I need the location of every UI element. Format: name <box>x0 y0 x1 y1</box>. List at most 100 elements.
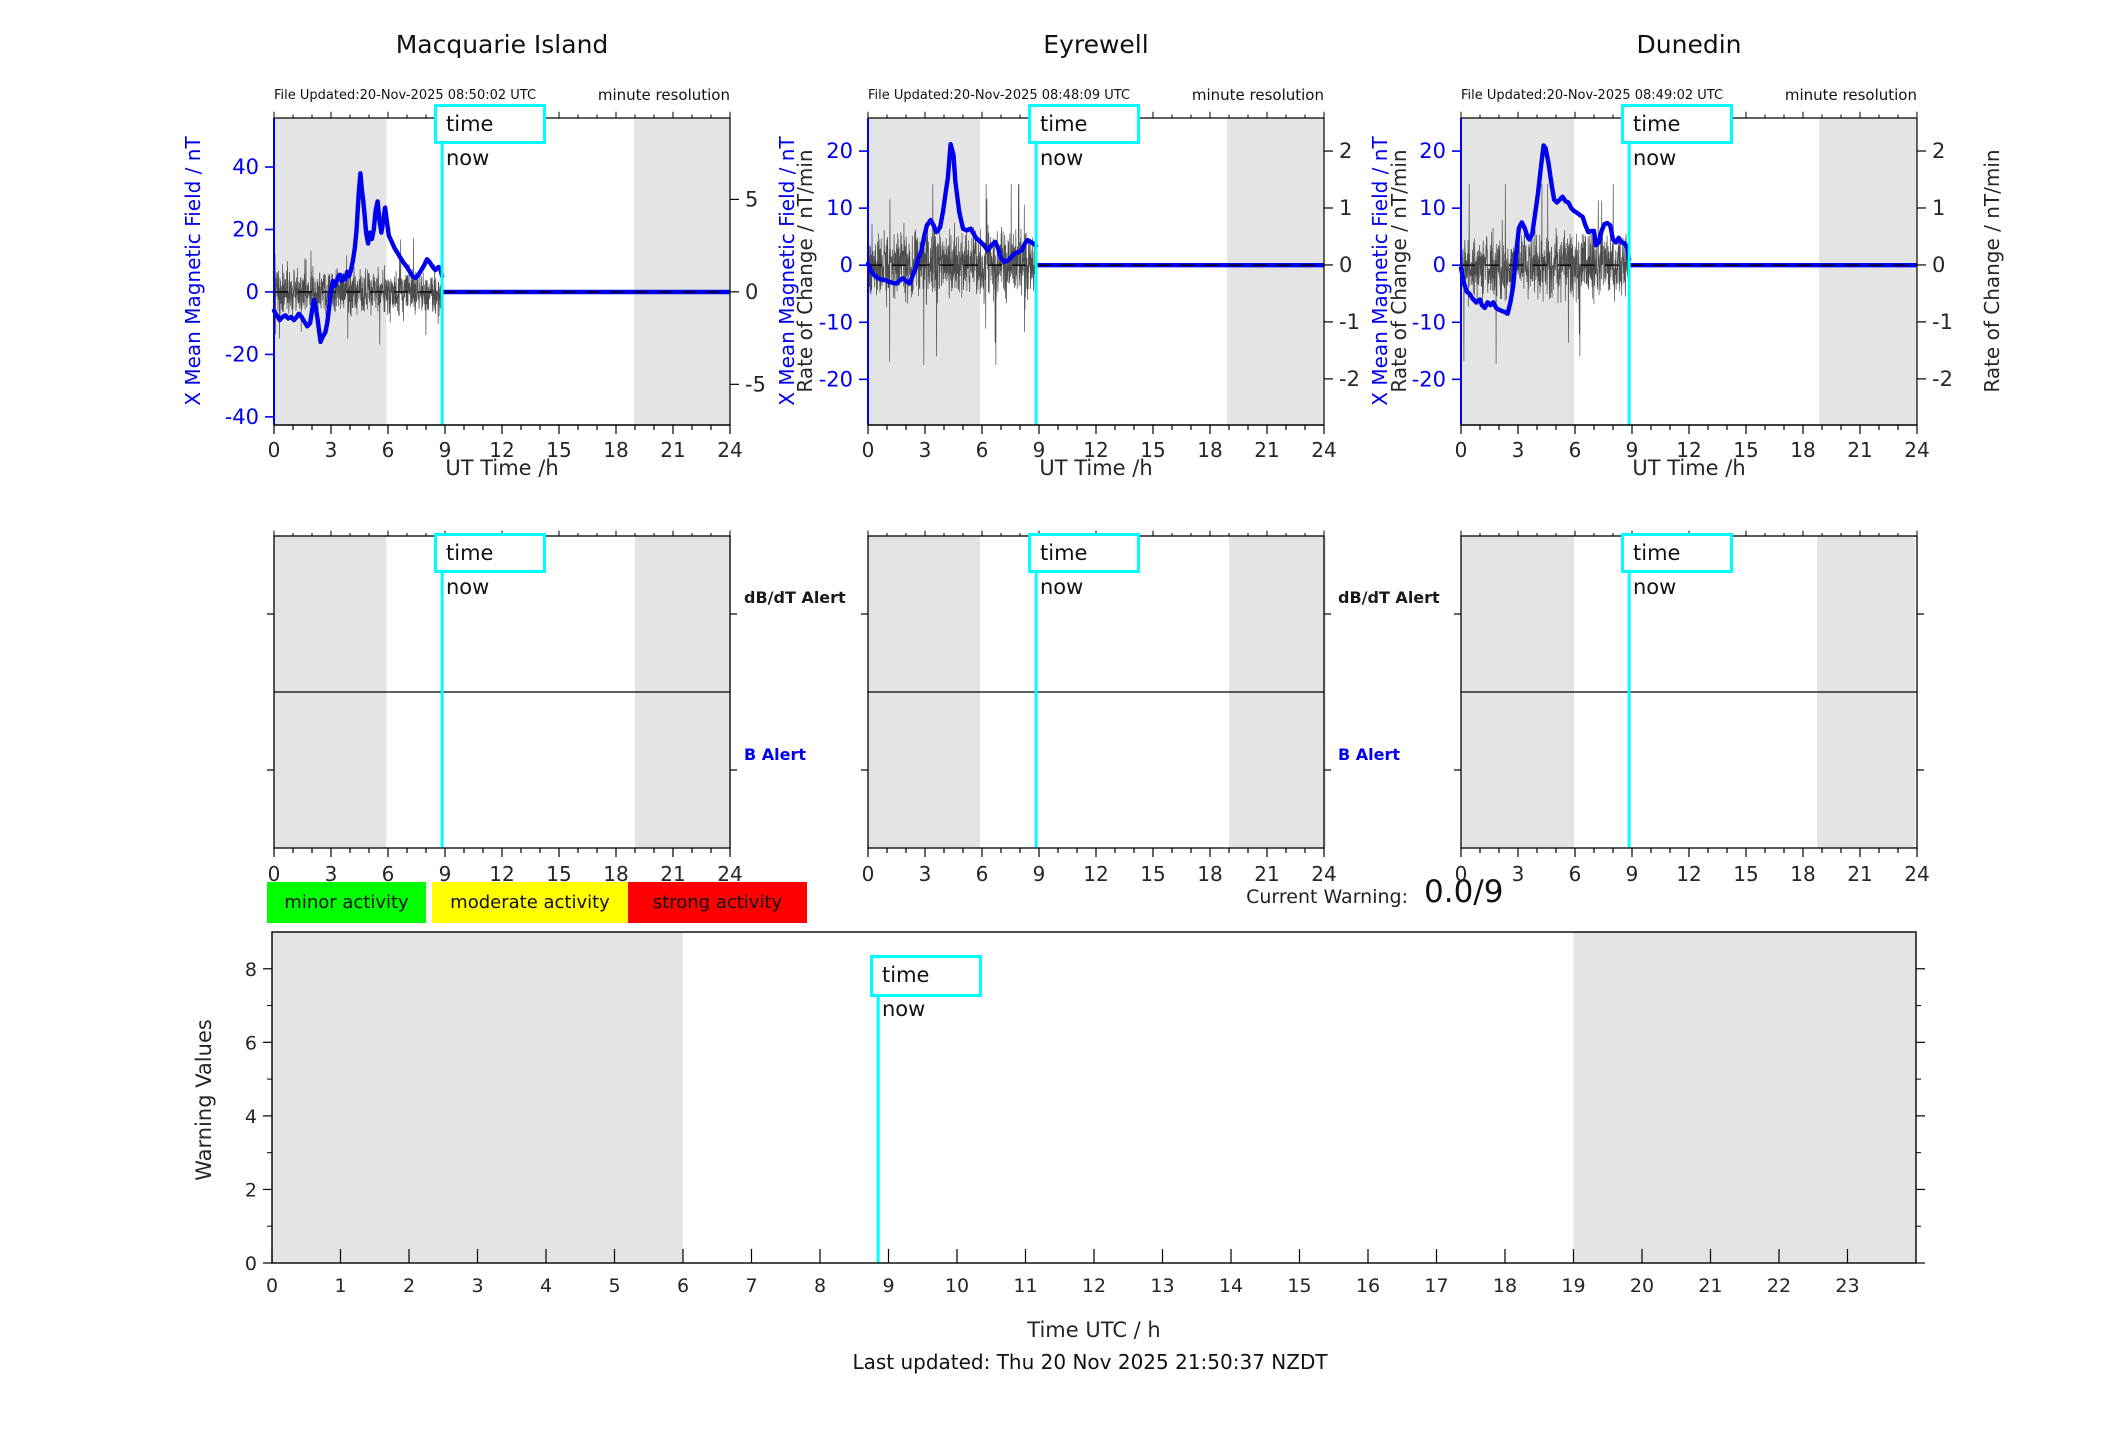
rate-of-change-noise-line <box>1460 184 1630 364</box>
x-tick-label: 6 <box>382 438 395 462</box>
x-tick-label: 11 <box>1013 1275 1037 1297</box>
y-tick-label-left: 0 <box>246 280 259 304</box>
y-tick-label: 6 <box>245 1032 257 1054</box>
field-measured-line <box>865 141 1039 286</box>
y-tick-label-right: 0 <box>1339 253 1352 277</box>
x-tick-label: 15 <box>1140 438 1165 462</box>
x-tick-label: 22 <box>1767 1275 1791 1297</box>
x-tick-label: 3 <box>1512 862 1525 886</box>
y-tick-label-right: -1 <box>1932 310 1953 334</box>
y-tick-label-left: 10 <box>826 196 853 220</box>
x-tick-label: 9 <box>1626 862 1639 886</box>
y-tick-label-left: -20 <box>1412 367 1446 391</box>
x-tick-label: 14 <box>1219 1275 1243 1297</box>
x-tick-label: 21 <box>1847 862 1872 886</box>
y-tick-label-left: -20 <box>819 367 853 391</box>
night-shading <box>1227 118 1324 425</box>
x-tick-label: 0 <box>862 862 875 886</box>
x-tick-label: 12 <box>1083 862 1108 886</box>
y-tick-label-left: -20 <box>225 342 259 366</box>
x-tick-label: 6 <box>382 862 395 886</box>
file-updated-macquarie: File Updated:20-Nov-2025 08:50:02 UTC <box>274 88 537 103</box>
x-tick-label: 21 <box>660 862 685 886</box>
y-tick-label-right: 2 <box>1339 139 1352 163</box>
x-tick-label: 24 <box>717 438 742 462</box>
time-now-box-alert-eyrewell: time now <box>1028 533 1140 599</box>
y-tick-label-left: 40 <box>232 155 259 179</box>
x-tick-label: 12 <box>1676 862 1701 886</box>
x-tick-label: 0 <box>862 438 875 462</box>
current-warning-label: Current Warning: <box>1246 886 1408 908</box>
x-tick-label: 9 <box>1033 862 1046 886</box>
b-alert-label-2: B Alert <box>1338 745 1401 764</box>
night-shading <box>272 932 683 1263</box>
y-tick-label: 0 <box>245 1253 257 1275</box>
x-tick-label: 21 <box>1254 438 1279 462</box>
y-tick-label-left: 20 <box>232 217 259 241</box>
time-now-box-alert-macquarie: time now <box>434 533 546 599</box>
x-tick-label: 3 <box>919 862 932 886</box>
y-tick-label-left: -10 <box>819 310 853 334</box>
y-tick-label-right: -2 <box>1932 367 1953 391</box>
y-tick-label-right: 0 <box>1932 253 1945 277</box>
x-tick-label: 6 <box>976 438 989 462</box>
field-measured-line <box>1458 143 1632 316</box>
x-tick-label: 13 <box>1150 1275 1174 1297</box>
y-tick-label-right: 0 <box>745 280 758 304</box>
x-tick-label: 6 <box>976 862 989 886</box>
night-shading <box>634 118 730 425</box>
x-tick-label: 15 <box>546 438 571 462</box>
x-tick-label: 24 <box>717 862 742 886</box>
x-tick-label: 3 <box>919 438 932 462</box>
field-measured-line <box>271 171 445 345</box>
x-tick-label: 0 <box>268 862 281 886</box>
x-tick-label: 9 <box>1033 438 1046 462</box>
x-tick-label: 5 <box>608 1275 620 1297</box>
legend-strong-activity: strong activity <box>628 882 807 923</box>
file-updated-eyrewell: File Updated:20-Nov-2025 08:48:09 UTC <box>868 88 1131 103</box>
x-tick-label: 15 <box>1733 438 1758 462</box>
x-tick-label: 12 <box>1676 438 1701 462</box>
night-shading <box>1819 118 1917 425</box>
x-tick-label: 12 <box>1082 1275 1106 1297</box>
x-tick-label: 15 <box>546 862 571 886</box>
time-now-box-alert-dunedin: time now <box>1621 533 1733 599</box>
night-shading <box>1461 118 1575 425</box>
time-now-box-plot-eyrewell: time now <box>1028 104 1140 170</box>
x-tick-label: 24 <box>1311 862 1336 886</box>
time-now-box-plot-dunedin: time now <box>1621 104 1733 170</box>
x-tick-label: 18 <box>1790 862 1815 886</box>
x-tick-label: 23 <box>1835 1275 1859 1297</box>
x-tick-label: 9 <box>882 1275 894 1297</box>
y-tick-label-left: 0 <box>840 253 853 277</box>
x-tick-label: 8 <box>814 1275 826 1297</box>
legend-moderate-activity: moderate activity <box>432 882 628 923</box>
alert-panel-svg-0: 0 3 6 9 12 15 18 21 24 <box>267 530 743 886</box>
x-tick-label: 2 <box>403 1275 415 1297</box>
xaxis-title-macquarie: UT Time /h <box>445 456 559 480</box>
resolution-note-dunedin: minute resolution <box>1784 86 1917 104</box>
x-tick-label: 12 <box>1083 438 1108 462</box>
y-tick-label-left: -40 <box>225 405 259 429</box>
x-tick-label: 3 <box>1512 438 1525 462</box>
x-tick-label: 12 <box>489 862 514 886</box>
x-tick-label: 10 <box>945 1275 969 1297</box>
x-tick-label: 3 <box>471 1275 483 1297</box>
y-tick-label-right: -2 <box>1339 367 1360 391</box>
station-title-macquarie: Macquarie Island <box>395 30 609 59</box>
alert-panel-svg-1: 0 3 6 9 12 15 18 21 24 <box>861 530 1337 886</box>
x-tick-label: 16 <box>1356 1275 1380 1297</box>
time-now-box-plot-macquarie: time now <box>434 104 546 170</box>
x-tick-label: 20 <box>1630 1275 1654 1297</box>
file-updated-dunedin: File Updated:20-Nov-2025 08:49:02 UTC <box>1461 88 1724 103</box>
last-updated-text: Last updated: Thu 20 Nov 2025 21:50:37 N… <box>852 1350 1328 1374</box>
x-tick-label: 0 <box>266 1275 278 1297</box>
x-tick-label: 15 <box>1287 1275 1311 1297</box>
x-tick-label: 12 <box>489 438 514 462</box>
x-tick-label: 9 <box>439 862 452 886</box>
y-tick-label-right: 1 <box>1932 196 1945 220</box>
x-tick-label: 18 <box>603 862 628 886</box>
x-tick-label: 3 <box>325 438 338 462</box>
y-tick-label: 8 <box>245 959 257 981</box>
